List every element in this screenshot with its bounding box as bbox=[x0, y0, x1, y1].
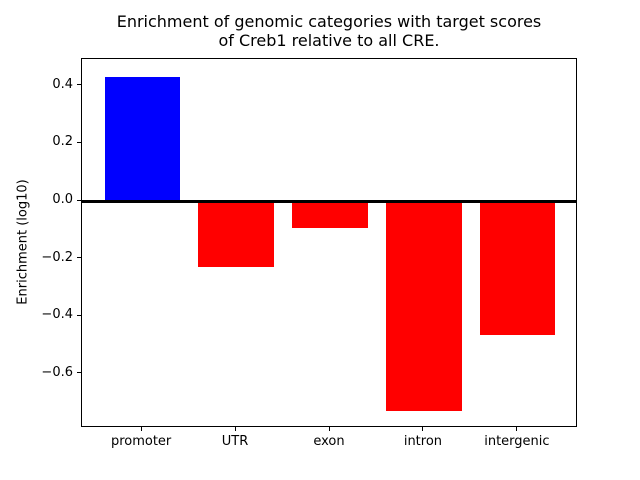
bar-promoter bbox=[104, 77, 180, 201]
y-tick-mark bbox=[77, 84, 81, 86]
x-tick-label-intergenic: intergenic bbox=[484, 434, 550, 449]
x-tick-label-promoter: promoter bbox=[110, 434, 172, 449]
x-tick-mark bbox=[328, 427, 330, 431]
x-tick-mark bbox=[234, 427, 236, 431]
bar-intergenic bbox=[480, 201, 556, 335]
zero-line bbox=[82, 199, 576, 203]
x-tick-label-UTR: UTR bbox=[221, 434, 249, 449]
y-tick-label-−0.6: −0.6 bbox=[41, 364, 73, 380]
bar-exon bbox=[292, 201, 368, 229]
x-tick-label-exon: exon bbox=[313, 434, 345, 449]
x-tick-mark bbox=[422, 427, 424, 431]
y-tick-mark bbox=[77, 314, 81, 316]
y-tick-mark bbox=[77, 372, 81, 374]
y-tick-mark bbox=[77, 141, 81, 143]
x-tick-mark bbox=[140, 427, 142, 431]
y-tick-label-0.4: 0.4 bbox=[52, 76, 73, 92]
plot-area bbox=[81, 58, 577, 427]
y-tick-label-0.2: 0.2 bbox=[52, 134, 73, 150]
y-tick-label-−0.2: −0.2 bbox=[41, 249, 73, 265]
figure-title: Enrichment of genomic categories with ta… bbox=[116, 12, 542, 50]
x-tick-mark bbox=[516, 427, 518, 431]
y-tick-label-0.0: 0.0 bbox=[52, 192, 73, 207]
bar-UTR bbox=[198, 201, 274, 268]
x-tick-label-intron: intron bbox=[403, 434, 443, 449]
y-tick-mark bbox=[77, 199, 81, 201]
y-tick-label-−0.4: −0.4 bbox=[41, 307, 73, 323]
y-tick-mark bbox=[77, 257, 81, 259]
bar-intron bbox=[386, 201, 462, 412]
